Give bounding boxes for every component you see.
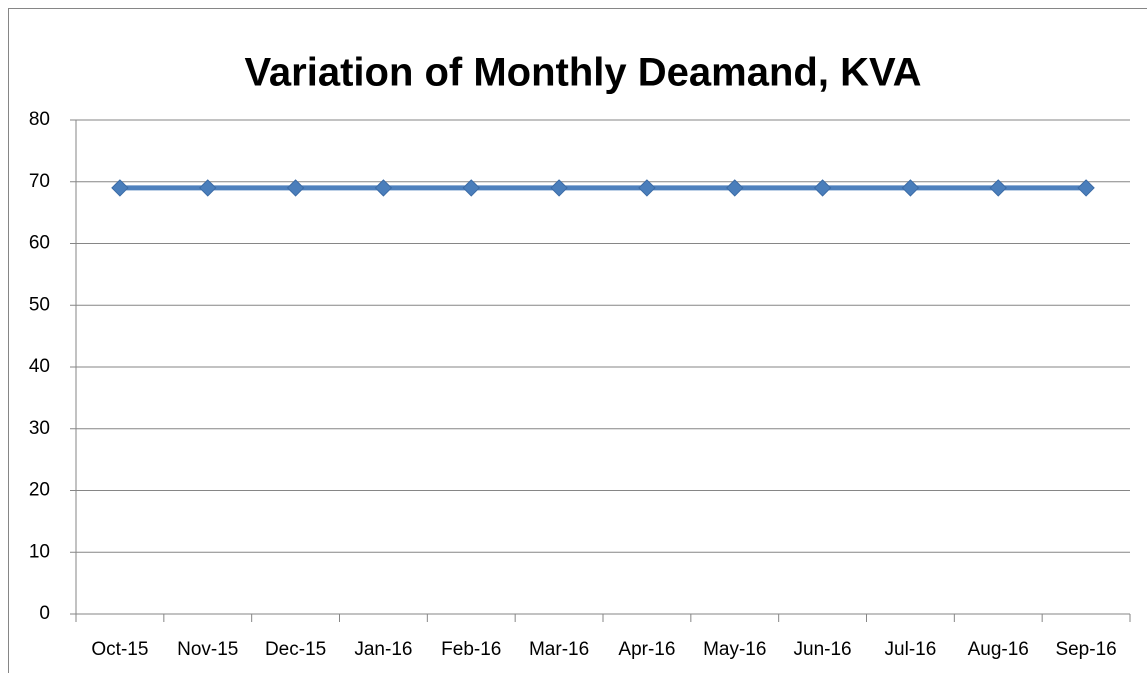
marker xyxy=(462,179,480,197)
y-tick-label: 60 xyxy=(29,233,50,254)
y-tick-label: 20 xyxy=(29,480,50,501)
marker xyxy=(638,179,656,197)
marker xyxy=(1077,179,1095,197)
marker xyxy=(989,179,1007,197)
x-tick-label: Sep-16 xyxy=(1055,639,1116,660)
x-tick-label: Jun-16 xyxy=(794,639,852,660)
marker xyxy=(726,179,744,197)
marker xyxy=(199,179,217,197)
chart-frame xyxy=(8,8,1147,673)
x-tick-label: Dec-15 xyxy=(265,639,326,660)
y-tick-label: 0 xyxy=(39,603,50,624)
x-tick-label: Jan-16 xyxy=(354,639,412,660)
marker xyxy=(286,179,305,197)
x-tick-label: Aug-16 xyxy=(968,639,1029,660)
y-tick-label: 70 xyxy=(29,171,50,192)
y-tick-label: 10 xyxy=(29,541,50,562)
marker xyxy=(901,179,920,197)
x-tick-label: Feb-16 xyxy=(441,639,501,660)
y-tick-label: 50 xyxy=(29,294,50,315)
chart-title: Variation of Monthly Deamand, KVA xyxy=(244,51,921,95)
x-tick-label: May-16 xyxy=(703,639,766,660)
x-tick-label: Oct-15 xyxy=(91,639,148,660)
x-tick-label: Apr-16 xyxy=(618,639,675,660)
marker xyxy=(111,179,129,197)
y-tick-label: 80 xyxy=(29,109,50,130)
x-tick-label: Nov-15 xyxy=(177,639,238,660)
marker xyxy=(813,179,832,197)
x-tick-label: Mar-16 xyxy=(529,639,589,660)
y-tick-label: 30 xyxy=(29,418,50,439)
x-tick-label: Jul-16 xyxy=(885,639,937,660)
marker xyxy=(374,179,393,197)
y-tick-label: 40 xyxy=(29,356,50,377)
marker xyxy=(550,179,568,197)
